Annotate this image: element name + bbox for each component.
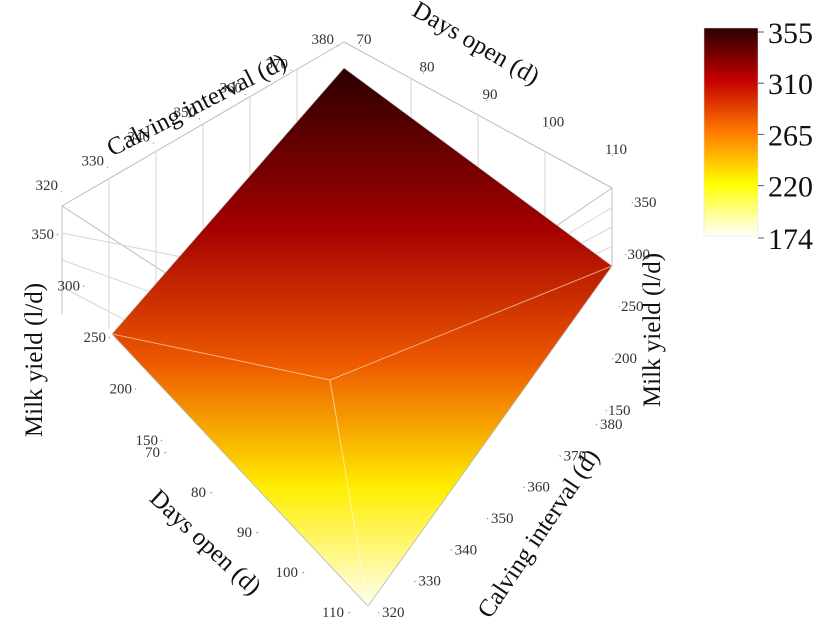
tick-mark [348,611,351,614]
axis-title-days-open-bottom: Days open (d) [144,484,266,600]
box-front-edge [111,333,331,381]
calving-interval-tick-label: 370 [564,448,587,464]
tick-mark [413,580,416,583]
calving-interval-tick-label: 340 [455,542,478,558]
tick-mark [450,549,453,551]
days-open-tick-label: 80 [191,485,206,501]
tick-mark [522,486,525,489]
axis-title-calving-interval-bottom: Calving interval (d) [472,445,605,624]
tick-mark [152,142,155,144]
tick-mark [164,451,167,454]
milk-yield-left-ticks: 150 200 250 300 350 [32,227,163,449]
days-open-tick-label: 70 [145,445,160,461]
box-front-edges [111,265,613,607]
tick-mark [359,45,362,47]
colorbar-tick-label: 355 [768,17,813,50]
days-open-tick-label: 90 [237,525,252,541]
calving-interval-tick-label: 350 [491,511,514,527]
milk-yield-tick-label: 150 [608,403,631,419]
milk-yield-tick-label: 250 [84,330,107,346]
tick-mark [612,357,614,360]
tick-mark [198,118,201,120]
colorbar [703,27,759,237]
calving-interval-tick-label: 330 [82,154,105,170]
milk-yield-tick-label: 300 [628,247,651,263]
days-open-tick-label: 110 [322,605,344,621]
calving-interval-tick-label: 360 [220,81,243,97]
calving-interval-bottom-ticks: 320 330 340 350 360 370 380 [377,417,623,621]
milk-yield-tick-label: 350 [32,227,55,243]
tick-mark [595,423,598,426]
axis-title-milk-yield-left: Milk yield (l/d) [21,283,48,437]
tick-mark [256,531,259,534]
milk-yield-tick-label: 250 [621,299,644,315]
axis-title-calving-interval-top: Calving interval (d) [103,49,291,163]
days-open-tick-label: 100 [542,115,565,131]
tick-mark [210,491,213,494]
calving-interval-tick-label: 320 [36,178,59,194]
days-open-bottom-ticks: 70 80 90 100 110 [145,445,351,621]
days-open-tick-label: 110 [605,142,627,158]
tick-mark [548,127,551,129]
axis-title-milk-yield-right: Milk yield (l/d) [639,253,666,407]
tick-mark [618,305,620,308]
colorbar-tick-label: 265 [768,119,813,152]
tick-mark [56,233,59,236]
calving-interval-tick-label: 350 [174,105,197,121]
tick-mark [631,201,633,204]
tick-mark [625,253,627,256]
tick-mark [302,571,305,574]
tick-mark [106,166,109,169]
calving-interval-tick-label: 320 [382,605,405,621]
tick-mark [336,45,339,47]
tick-mark [134,388,137,391]
tick-mark [605,409,607,412]
days-open-tick-label: 100 [276,565,299,581]
axis-title-days-open-top: Days open (d) [408,0,544,91]
days-open-top-ticks: 70 80 90 100 110 [357,32,627,158]
calving-interval-tick-label: 330 [418,574,441,590]
days-open-tick-label: 80 [420,60,435,76]
tick-mark [160,439,163,442]
box-front-edge [329,265,613,381]
calving-interval-tick-label: 380 [312,32,335,48]
tick-mark [486,517,489,520]
tick-mark [559,455,562,457]
tick-mark [60,191,63,193]
tick-mark [422,72,425,74]
box-front-edge [329,379,369,607]
calving-interval-tick-label: 370 [266,56,289,72]
tick-mark [244,93,247,96]
milk-yield-tick-label: 200 [110,382,133,398]
tick-mark [377,611,380,614]
calving-interval-top-ticks: 320 330 340 350 360 370 380 [36,32,339,194]
milk-yield-right-ticks: 150 200 250 300 350 [605,195,657,419]
calving-interval-tick-label: 340 [128,129,151,145]
calving-interval-tick-label: 380 [600,417,623,433]
calving-interval-tick-label: 360 [527,480,550,496]
colorbar-ticks: 355 310 265 220 174 [758,17,813,256]
tick-mark [611,155,614,157]
colorbar-tick-label: 220 [768,171,813,204]
milk-yield-tick-label: 150 [136,433,159,449]
milk-yield-tick-label: 200 [615,351,638,367]
days-open-tick-label: 70 [357,32,372,48]
days-open-tick-label: 90 [483,87,498,103]
milk-yield-tick-label: 350 [634,195,657,211]
colorbar-tick-label: 174 [768,223,813,256]
tick-mark [82,285,85,288]
milk-yield-tick-label: 300 [58,279,81,295]
colorbar-tick-label: 310 [768,68,813,101]
tick-mark [290,69,293,71]
tick-mark [108,336,111,339]
tick-mark [485,100,488,102]
